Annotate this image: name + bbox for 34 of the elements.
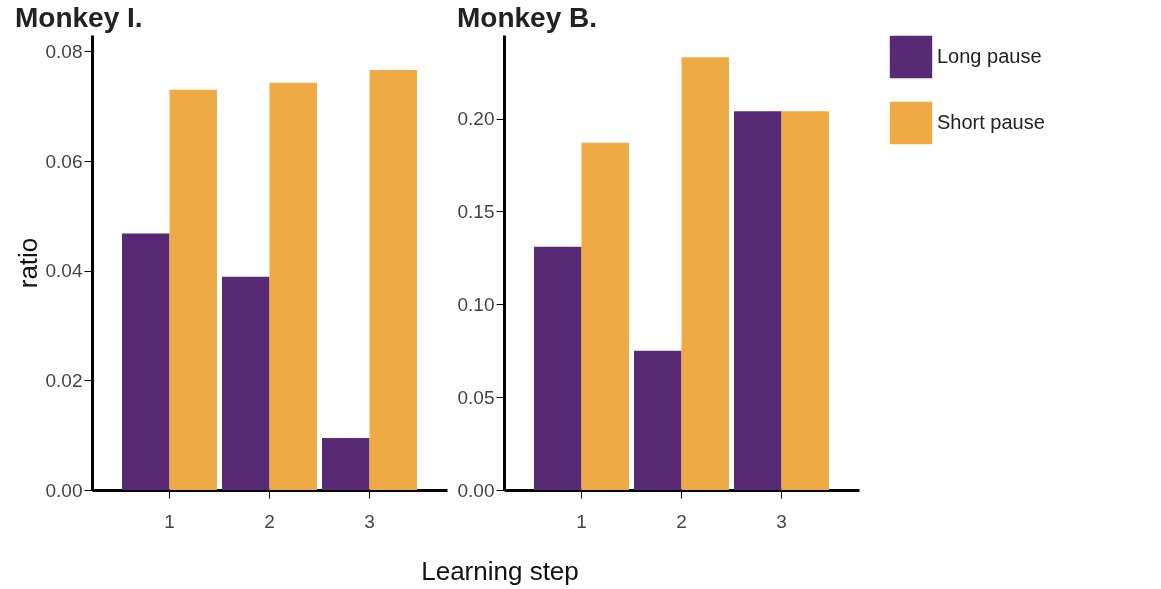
x-tick-label: 2 (676, 510, 687, 532)
x-tick-label: 3 (776, 510, 787, 532)
bar (269, 82, 317, 490)
y-tick-label: 0.10 (457, 293, 495, 315)
y-tick-label: 0.05 (457, 386, 495, 408)
x-axis-title: Learning step (420, 556, 580, 587)
bar (369, 70, 417, 490)
bar (322, 437, 370, 490)
chart-title: Monkey B. (457, 2, 598, 33)
bar (781, 111, 829, 490)
x-tick-label: 1 (576, 510, 587, 532)
y-tick-label: 0.00 (45, 479, 83, 501)
legend-label: Long pause (937, 45, 1042, 67)
y-tick-label: 0.06 (45, 150, 83, 172)
y-tick-label: 0.08 (45, 40, 83, 62)
y-tick-label: 0.02 (45, 369, 83, 391)
bar (222, 276, 270, 490)
x-tick-label: 1 (164, 510, 175, 532)
y-tick-label: 0.20 (457, 108, 495, 130)
chart-title: Monkey I. (15, 2, 143, 33)
y-tick-label: 0.04 (45, 260, 83, 282)
x-tick-label: 3 (364, 510, 375, 532)
bar (122, 233, 170, 490)
bar (169, 89, 217, 490)
x-tick-label: 2 (264, 510, 275, 532)
y-axis-title: ratio (12, 237, 43, 289)
bar (634, 350, 682, 490)
bar (681, 57, 729, 490)
bar (581, 142, 629, 490)
legend-label: Short pause (937, 111, 1045, 133)
y-tick-label: 0.00 (457, 479, 495, 501)
y-tick-label: 0.15 (457, 200, 495, 222)
bar (734, 111, 782, 490)
bar (534, 246, 582, 490)
